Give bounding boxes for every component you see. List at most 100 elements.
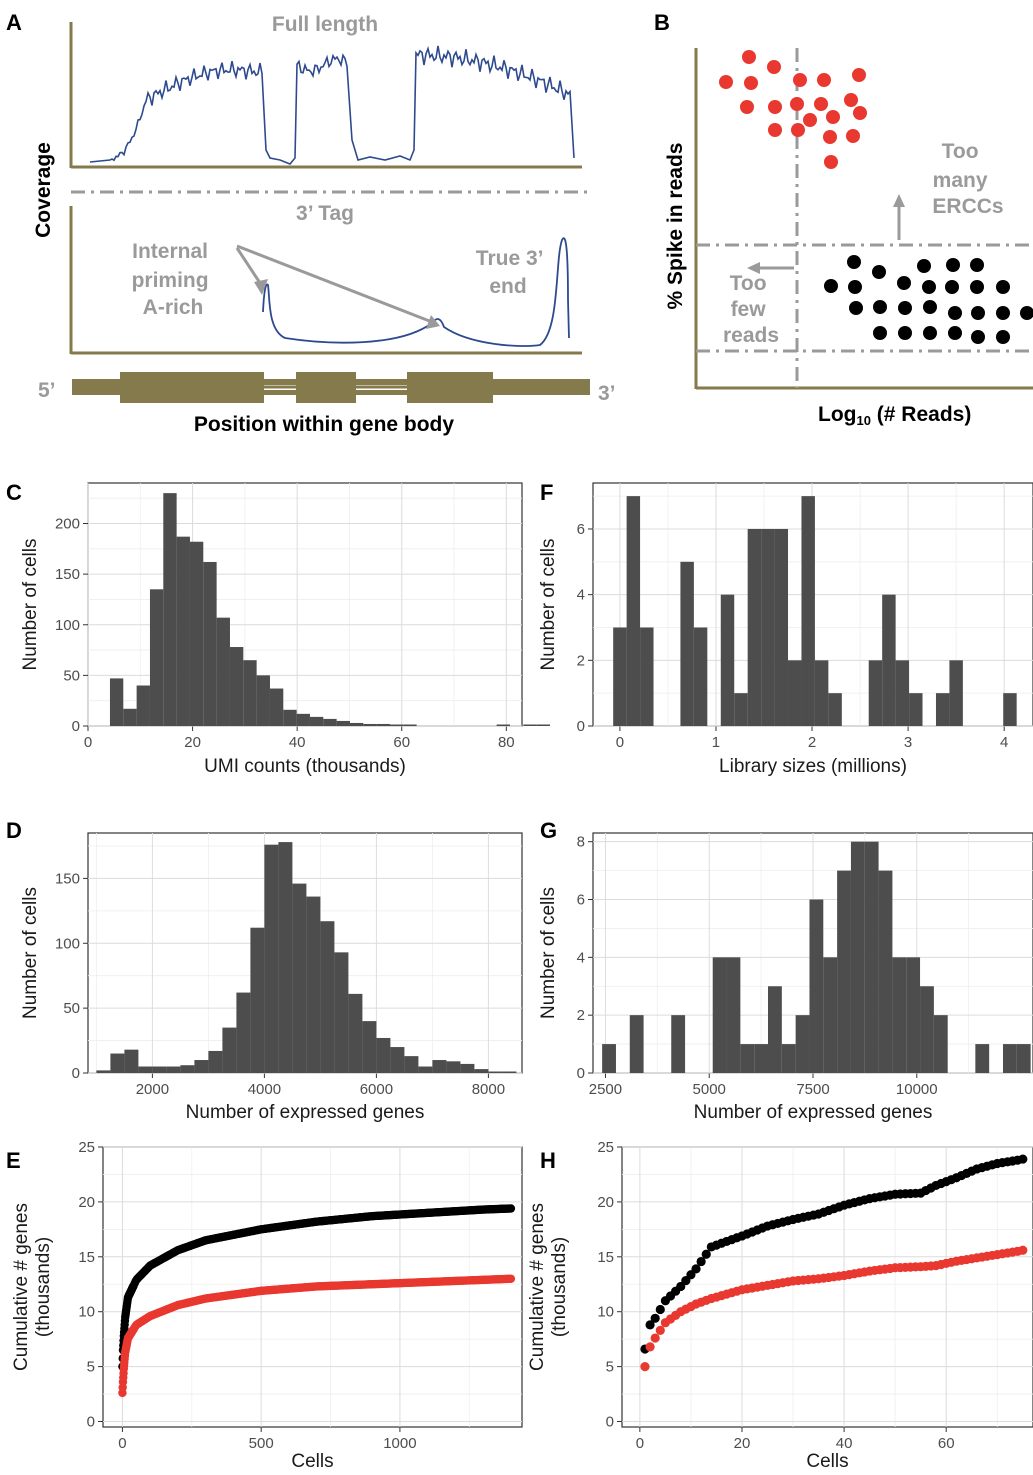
y-axis-title: (thousands) xyxy=(33,1237,54,1337)
red-cell-dot xyxy=(803,113,817,127)
y-tick-label: 4 xyxy=(577,587,585,604)
red-cell-dot xyxy=(853,106,867,120)
x-axis-title: Number of expressed genes xyxy=(694,1102,933,1123)
y-tick-label: 0 xyxy=(87,1414,95,1431)
y-tick-label: 200 xyxy=(55,516,80,533)
histogram-bar xyxy=(850,841,865,1073)
y-tick-label: 25 xyxy=(78,1139,95,1156)
histogram-bar xyxy=(801,496,815,726)
histogram-bar xyxy=(163,493,177,726)
histogram-bar xyxy=(726,957,741,1073)
x-tick-label: 1 xyxy=(712,734,720,751)
histogram-bar xyxy=(138,1066,153,1073)
tag-label: 3’ Tag xyxy=(296,202,354,225)
histogram-bar xyxy=(935,693,950,726)
histogram-bar xyxy=(781,1044,796,1073)
histogram-bar xyxy=(362,1021,377,1073)
histogram-bar xyxy=(768,986,782,1073)
red-cell-dot xyxy=(768,123,782,137)
histogram-bar xyxy=(892,957,907,1073)
black-cell-dot xyxy=(970,258,984,272)
histogram-bar xyxy=(747,528,762,726)
arrowhead-internal xyxy=(254,279,268,295)
y-axis-title: Number of cells xyxy=(538,539,559,671)
chart-expressed-genes-umi: 2000 4000 6000 8000 0 50 100 150 Number of expre… xyxy=(6,818,523,1123)
x-tick-label: 2000 xyxy=(136,1081,169,1098)
panel-label-f: F xyxy=(540,480,553,505)
histogram-bar xyxy=(348,993,363,1073)
histogram-bar xyxy=(828,693,842,726)
histogram-bar xyxy=(640,627,654,726)
x-tick-label: 40 xyxy=(836,1435,853,1452)
cumulative-gene-point xyxy=(655,1325,665,1335)
red-cell-dot xyxy=(826,110,840,124)
black-cell-dot xyxy=(898,326,912,340)
y-axis-title: Cumulative # genes xyxy=(527,1203,548,1371)
plot-panel-H xyxy=(621,1146,1033,1428)
red-cell-dot xyxy=(844,93,858,107)
chart-cumulative-genes-reads: 0 20 40 60 0 5 10 15 20 25 Cells Cumulative # genes… xyxy=(527,1139,1033,1472)
y-axis-title: (thousands) xyxy=(549,1237,570,1337)
cumulative-gene-point xyxy=(701,1249,711,1259)
cumulative-gene-point xyxy=(640,1362,650,1372)
red-cell-dot xyxy=(852,68,866,82)
exon-3 xyxy=(407,372,493,403)
histogram-bar xyxy=(306,896,321,1073)
histogram-bar xyxy=(256,675,270,726)
histogram-bar xyxy=(933,1015,948,1073)
histogram-bar xyxy=(269,688,284,726)
x-tick-label: 20 xyxy=(734,1435,751,1452)
histogram-bar xyxy=(278,842,293,1073)
y-tick-label: 0 xyxy=(72,1065,80,1082)
cumulative-gene-point xyxy=(696,1256,706,1267)
histogram-bar xyxy=(823,957,838,1073)
black-cell-dot xyxy=(948,306,962,320)
black-cell-dot xyxy=(996,330,1010,344)
y-axis-title: Number of cells xyxy=(20,887,41,1019)
black-cell-dot xyxy=(847,255,861,269)
panel-label-b: B xyxy=(654,10,670,35)
x-tick-label: 4000 xyxy=(248,1081,281,1098)
cumulative-gene-point xyxy=(650,1333,660,1343)
x-tick-label: 0 xyxy=(636,1435,644,1452)
histogram-bar xyxy=(602,1044,616,1073)
black-cell-dot xyxy=(970,280,984,294)
black-cell-dot xyxy=(996,280,1010,294)
cumulative-gene-point xyxy=(1018,1154,1028,1164)
x-axis-title: Cells xyxy=(806,1451,848,1472)
black-cell-dot xyxy=(946,258,960,272)
histogram-bar xyxy=(864,841,879,1073)
cumulative-gene-point xyxy=(645,1342,655,1352)
y-tick-label: 50 xyxy=(63,667,80,684)
cumulative-gene-point xyxy=(506,1204,516,1213)
red-cell-dot xyxy=(742,50,756,64)
y-axis-title: Number of cells xyxy=(20,539,41,671)
y-tick-label: 100 xyxy=(55,617,80,634)
red-cell-dot xyxy=(719,75,733,89)
internal-priming-label: Internal priming A-rich xyxy=(132,240,215,319)
x-tick-label: 40 xyxy=(289,734,306,751)
cumulative-gene-point xyxy=(691,1264,701,1274)
histogram-bar xyxy=(975,1044,990,1073)
black-cell-dot xyxy=(897,276,911,290)
histogram-bar xyxy=(390,1047,405,1073)
tag-coverage-curve xyxy=(262,237,570,347)
red-cell-dot xyxy=(744,76,758,90)
y-tick-label: 10 xyxy=(78,1304,95,1321)
histogram-bar xyxy=(949,660,963,726)
red-cell-dot xyxy=(793,73,807,87)
panel-label-g: G xyxy=(540,818,557,843)
histogram-bar xyxy=(216,617,230,726)
histogram-bar xyxy=(837,870,851,1073)
chart-library-sizes: 0 1 2 3 4 0 2 4 6 Library sizes (millions) Number … xyxy=(538,480,1033,777)
three-prime-label: 3’ xyxy=(598,382,616,405)
chart-cumulative-genes-umi: 0 500 1000 0 5 10 15 20 25 Cells Cumulative # gene… xyxy=(6,1139,523,1472)
red-cell-dot xyxy=(814,97,828,111)
full-length-label: Full length xyxy=(272,13,378,36)
histogram-bar xyxy=(110,1053,125,1073)
coverage-axis-title: Coverage xyxy=(32,142,55,238)
y-tick-label: 2 xyxy=(577,1007,585,1024)
y-tick-label: 8 xyxy=(577,834,585,851)
gene-body-diagram xyxy=(72,372,590,403)
x-tick-label: 10000 xyxy=(896,1081,938,1098)
